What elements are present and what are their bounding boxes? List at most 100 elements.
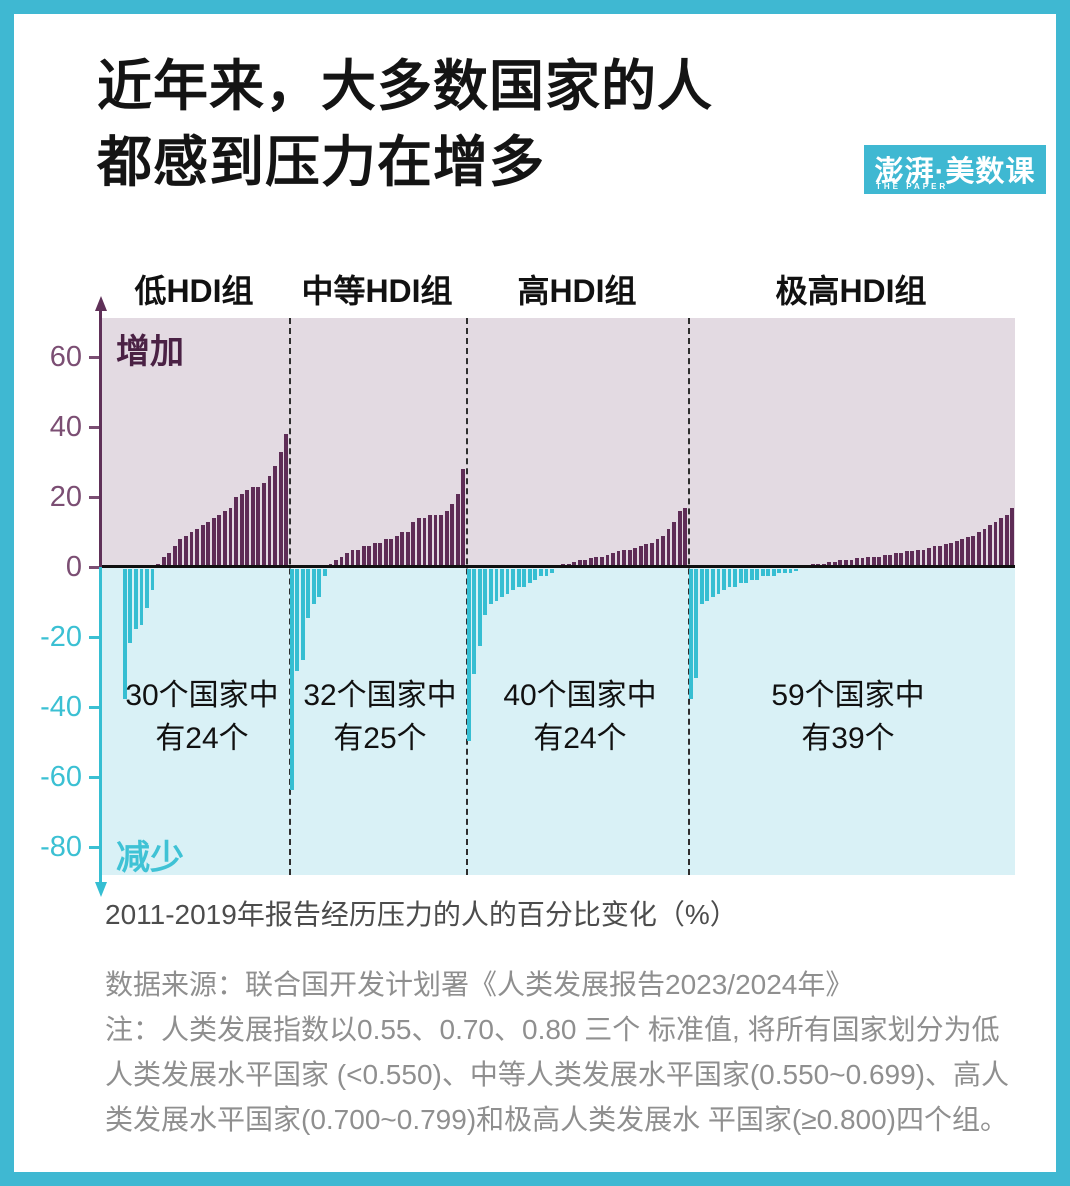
increase-bar: [832, 561, 837, 567]
increase-bar: [361, 546, 366, 567]
y-axis-negative-segment: [99, 567, 102, 883]
increase-bar: [988, 525, 992, 567]
increase-bar: [378, 542, 383, 567]
increase-bar: [206, 521, 211, 567]
decrease-label: 减少: [116, 839, 184, 877]
decrease-bar: [472, 569, 477, 674]
increase-bar: [622, 549, 627, 567]
annotation-low-hdi: 30个国家中 有24个: [125, 674, 278, 760]
decrease-bar: [727, 569, 732, 587]
decrease-bar: [527, 569, 532, 583]
y-axis-tick: [89, 775, 99, 779]
increase-bar: [938, 546, 943, 567]
increase-bar: [273, 465, 277, 567]
increase-bar: [1010, 507, 1015, 567]
increase-bar: [350, 549, 355, 567]
decrease-bar: [716, 569, 721, 594]
decrease-bar: [744, 569, 749, 583]
decrease-bar: [317, 569, 322, 597]
increase-bar: [893, 553, 898, 567]
increase-bar: [860, 558, 865, 567]
increase-bar: [982, 528, 987, 567]
increase-bar: [267, 476, 272, 567]
y-axis-tick: [89, 495, 99, 499]
title-line-2: 都感到压力在增多: [97, 131, 546, 193]
annotation-very-high-hdi: 59个国家中 有39个: [771, 674, 924, 760]
increase-bar: [239, 493, 244, 567]
increase-bar: [849, 560, 854, 567]
decrease-bar: [122, 569, 127, 699]
decrease-bar: [516, 569, 521, 587]
decrease-bar: [783, 569, 787, 573]
increase-bar: [899, 553, 904, 567]
increase-bar: [855, 558, 859, 567]
y-axis-tick: [89, 845, 99, 849]
logo-subtext: THE PAPER: [876, 182, 949, 191]
increase-bar: [234, 497, 238, 567]
decrease-bar: [722, 569, 726, 590]
increase-bar: [161, 556, 166, 567]
decrease-bar: [139, 569, 144, 625]
group-header-medium-hdi: 中等HDI组: [301, 273, 453, 309]
y-axis-tick-label: 20: [49, 481, 82, 513]
increase-bar: [921, 549, 926, 567]
y-axis-tick-label: -60: [40, 761, 82, 793]
decrease-bar: [505, 569, 510, 594]
increase-bar: [372, 542, 377, 567]
increase-bar: [178, 539, 183, 567]
y-axis-tick-label: 0: [65, 551, 82, 583]
increase-bar: [594, 556, 599, 567]
group-header-low-hdi: 低HDI组: [134, 273, 254, 309]
increase-bar: [949, 542, 954, 567]
decrease-bar: [511, 569, 516, 590]
zero-baseline: [100, 565, 1015, 568]
increase-bar: [228, 507, 233, 567]
increase-bar: [932, 546, 937, 567]
increase-bar: [633, 547, 638, 567]
annotation-line: 30个国家中: [125, 679, 279, 712]
decrease-bar: [733, 569, 737, 587]
y-axis-tick: [89, 355, 99, 359]
increase-bar: [422, 518, 427, 567]
increase-bar: [866, 556, 870, 567]
increase-bar: [954, 540, 959, 567]
increase-bar: [655, 539, 660, 567]
note-line-1: 注：人类发展指数以0.55、0.70、0.80 三个 标准值, 将所有国家划分为…: [105, 1014, 1000, 1045]
decrease-bar: [145, 569, 149, 608]
page-title: 近年来，大多数国家的人 都感到压力在增多: [97, 48, 713, 200]
publisher-logo: 澎湃·美数课 THE PAPER: [864, 145, 1046, 194]
footer-notes: 数据来源：联合国开发计划署《人类发展报告2023/2024年》 注：人类发展指数…: [105, 962, 1055, 1142]
increase-bar: [904, 551, 909, 567]
increase-bar: [999, 518, 1003, 567]
title-line-1: 近年来，大多数国家的人: [97, 55, 714, 117]
decrease-bar: [699, 569, 704, 604]
decrease-bar: [322, 569, 327, 576]
increase-bar: [965, 537, 970, 567]
decrease-bar: [766, 569, 771, 576]
increase-bar: [1004, 514, 1009, 567]
increase-bar: [916, 549, 920, 567]
decrease-bar: [295, 569, 300, 671]
decrease-bar: [755, 569, 760, 580]
increase-bar: [960, 539, 965, 567]
increase-bar: [871, 556, 876, 567]
decrease-bar: [489, 569, 493, 604]
increase-bar: [838, 560, 843, 567]
decrease-bar: [694, 569, 699, 678]
increase-bar: [910, 551, 915, 567]
decrease-bar: [771, 569, 776, 576]
increase-bar: [638, 546, 643, 567]
data-source-line: 数据来源：联合国开发计划署《人类发展报告2023/2024年》: [105, 969, 854, 1000]
increase-bar: [278, 451, 283, 567]
increase-bar: [345, 553, 349, 567]
y-axis-tick-label: -80: [40, 831, 82, 863]
annotation-line: 40个国家中: [503, 679, 657, 712]
decrease-bar: [777, 569, 782, 573]
increase-bar: [672, 521, 676, 567]
increase-bar: [428, 514, 432, 567]
increase-bar: [245, 490, 250, 567]
increase-bar: [256, 486, 261, 567]
increase-bar: [261, 483, 266, 567]
increase-bar: [461, 469, 466, 567]
increase-bar: [971, 535, 976, 567]
